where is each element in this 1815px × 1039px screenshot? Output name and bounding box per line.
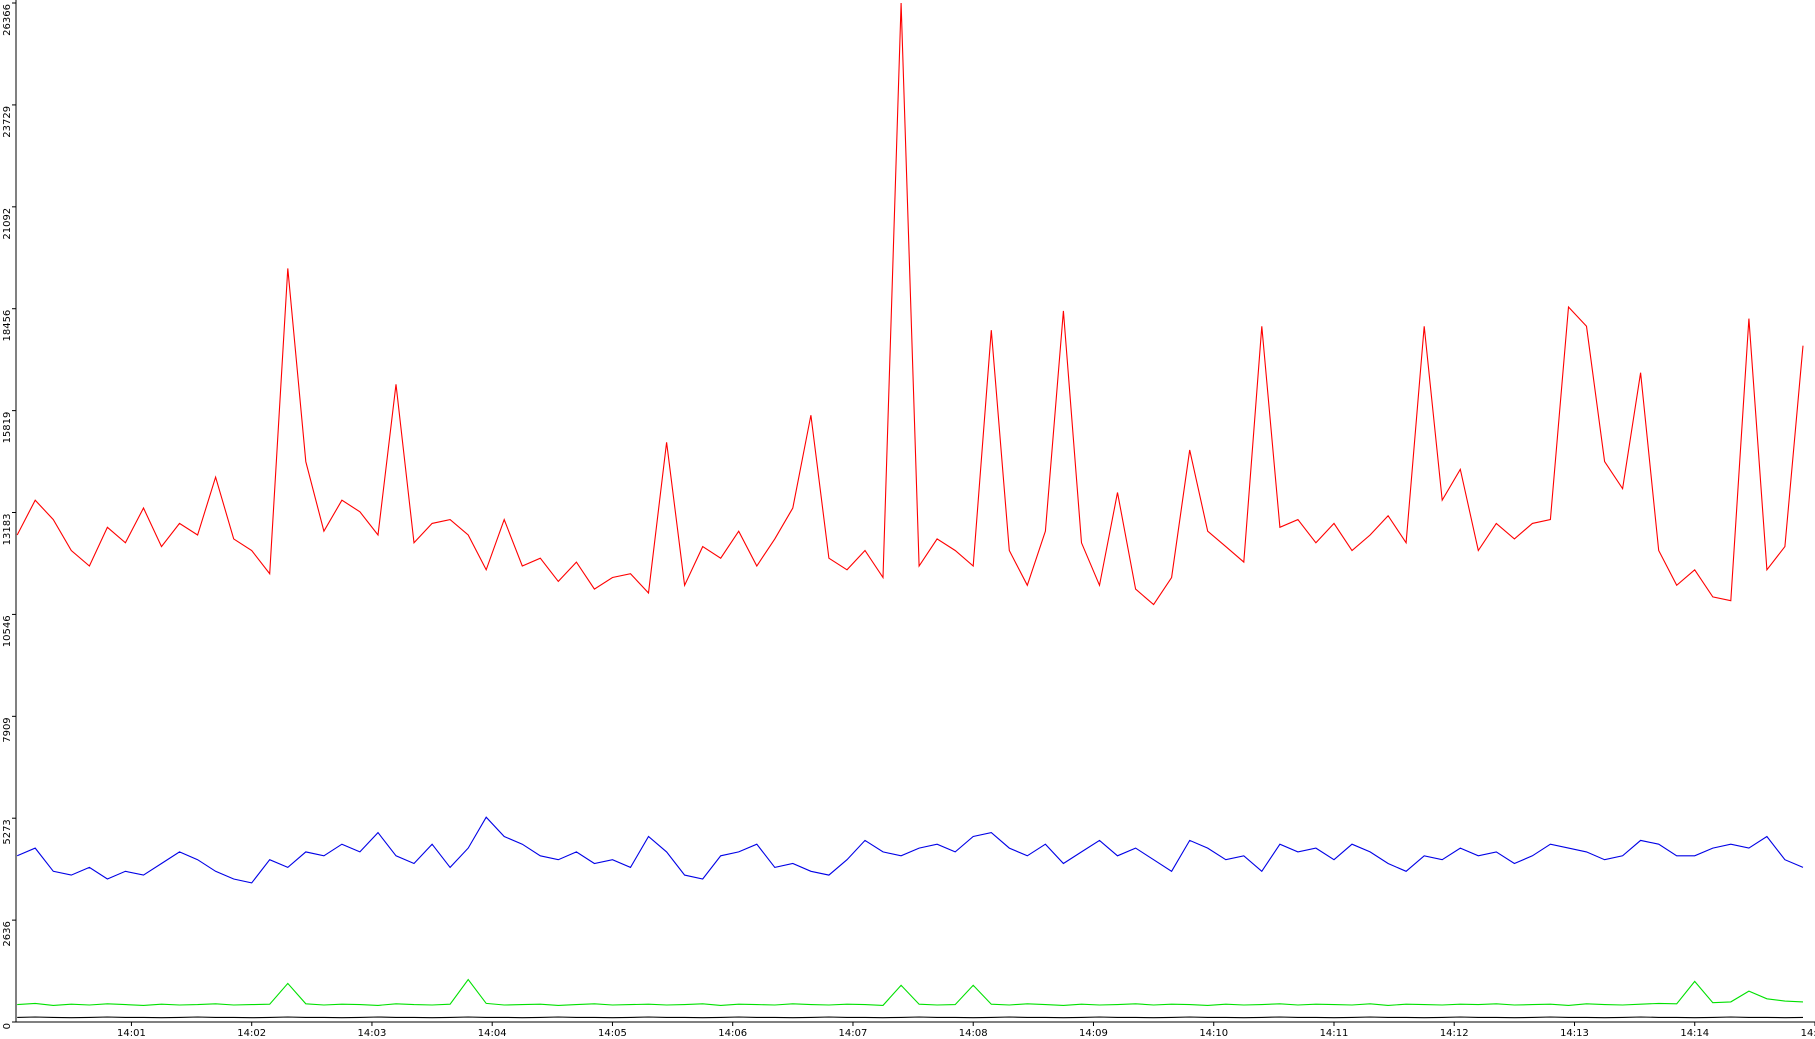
x-tick-label: 14:15: [1801, 1028, 1815, 1039]
y-tick-label: 0: [2, 1023, 13, 1029]
x-tick-label: 14:05: [598, 1028, 627, 1039]
y-tick-label: 2636: [2, 921, 13, 946]
x-tick-label: 14:07: [839, 1028, 868, 1039]
x-tick-label: 14:13: [1560, 1028, 1589, 1039]
y-tick-label: 23729: [2, 106, 13, 138]
x-tick-label: 14:04: [478, 1028, 507, 1039]
series-line: [17, 1016, 1804, 1019]
x-tick-label: 14:01: [117, 1028, 146, 1039]
x-tick-label: 14:10: [1199, 1028, 1228, 1039]
x-tick-label: 14:11: [1320, 1028, 1349, 1039]
y-tick-label: 18456: [2, 310, 13, 342]
series-line: [16, 816, 1804, 884]
series-line: [16, 2, 1804, 606]
x-tick-label: 14:08: [959, 1028, 988, 1039]
y-tick-label: 10546: [2, 615, 13, 647]
y-tick-label: 5273: [2, 819, 13, 844]
x-tick-label: 14:09: [1079, 1028, 1108, 1039]
x-tick-label: 14:06: [718, 1028, 747, 1039]
series-line: [17, 978, 1804, 1006]
x-tick-label: 14:03: [358, 1028, 387, 1039]
y-tick-label: 26366: [2, 4, 13, 36]
x-tick-label: 14:02: [237, 1028, 266, 1039]
x-tick-label: 14:14: [1680, 1028, 1709, 1039]
y-tick-label: 13183: [2, 514, 13, 546]
x-tick-label: 14:12: [1440, 1028, 1469, 1039]
y-tick-label: 21092: [2, 208, 13, 240]
y-tick-label: 15819: [2, 412, 13, 444]
y-tick-label: 7909: [2, 717, 13, 742]
